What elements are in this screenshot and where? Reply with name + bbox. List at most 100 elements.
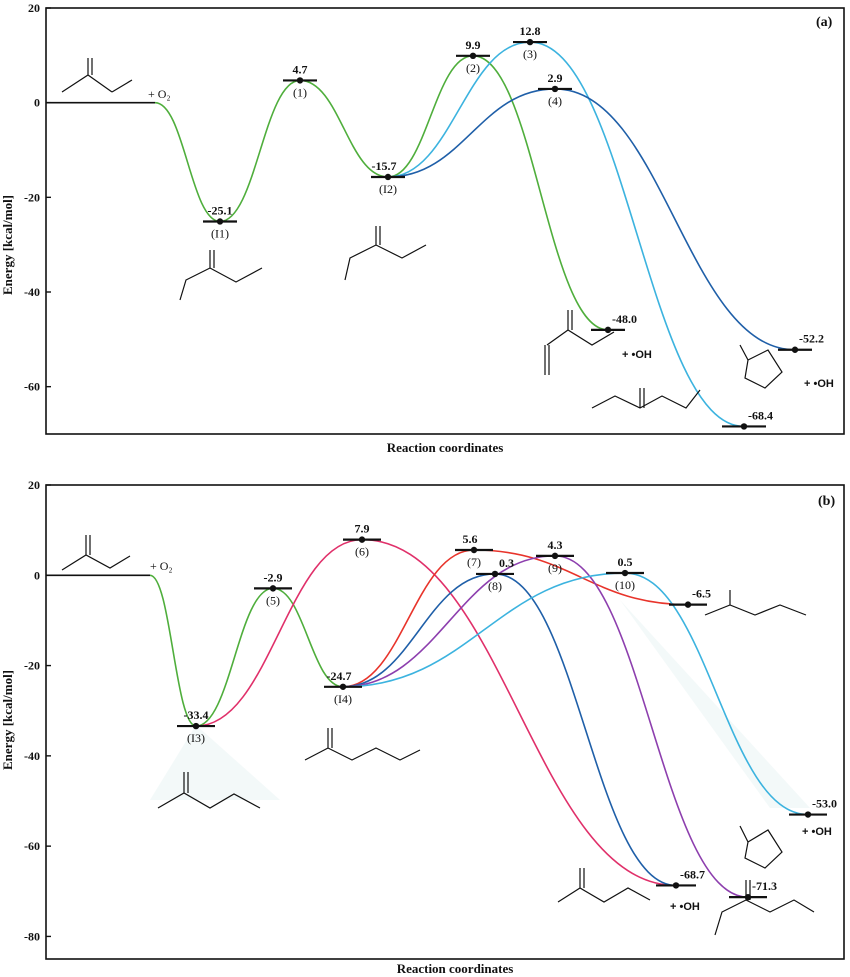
species-point (384, 173, 392, 181)
energy-value-label: -24.7 (327, 669, 352, 683)
species-id-label: (5) (266, 593, 280, 607)
panel-a-label: (a) (816, 15, 833, 30)
species-point (339, 683, 347, 690)
molecule-icon (61, 58, 133, 93)
y-tick-label: 0 (34, 568, 40, 582)
panel-a-frame (45, 7, 845, 435)
molecule-icon (157, 772, 261, 809)
species-id-label: (2) (466, 61, 480, 75)
panel-b-frame (45, 484, 845, 960)
species-id-label: (1) (293, 85, 307, 99)
species-point (604, 326, 612, 334)
product-oh-label: + •OH (802, 826, 832, 838)
species-point (551, 552, 559, 560)
energy-value-label: 0.3 (499, 556, 514, 570)
species-point (791, 346, 799, 353)
species-id-label: (4) (548, 94, 562, 108)
species-id-label: (3) (523, 47, 537, 61)
molecule-icon (61, 535, 131, 571)
energy-value-label: -53.0 (812, 797, 837, 811)
species-point (358, 536, 366, 543)
panel-b-species: -33.4 (I3) -2.9 (5) 7.9 (6) -24.7 (I4) 5.6 (7) 0.3… (177, 522, 837, 901)
product-oh-label: + •OH (670, 901, 700, 913)
molecule-icon (591, 388, 701, 409)
reaction-path-line (195, 538, 677, 887)
panel-b-shading (150, 725, 280, 800)
panel-b-y-axis-label: Energy [kcal/mol] (0, 670, 15, 770)
reaction-path-line (342, 555, 749, 898)
energy-value-label: -68.7 (680, 867, 705, 881)
species-point (804, 811, 812, 818)
species-id-label: (6) (355, 545, 369, 559)
energy-value-label: -71.3 (752, 879, 777, 893)
molecule-icon (739, 825, 783, 869)
energy-value-label: 0.5 (618, 555, 633, 569)
panel-b-reactant-o2-label: + O₂ (150, 559, 173, 573)
species-id-label: (I4) (334, 692, 352, 706)
species-point (470, 546, 478, 554)
energy-value-label: 7.9 (355, 522, 370, 536)
energy-value-label: -25.1 (208, 203, 233, 217)
molecule-icon (714, 880, 815, 936)
molecule-icon (544, 310, 615, 375)
y-tick-label: 20 (28, 1, 40, 15)
panel-a-y-axis: 20 0 -20 -40 -60 (24, 1, 51, 394)
reaction-path-line (342, 573, 677, 887)
y-tick-label: -20 (24, 190, 40, 204)
energy-value-label: -48.0 (612, 312, 637, 326)
species-id-label: (10) (615, 578, 635, 592)
y-tick-label: -80 (24, 929, 40, 943)
y-tick-label: 20 (28, 478, 40, 492)
energy-value-label: -15.7 (372, 159, 397, 173)
energy-value-label: 9.9 (466, 38, 481, 52)
y-tick-label: 0 (34, 96, 40, 110)
panel-a-y-axis-label: Energy [kcal/mol] (0, 195, 15, 295)
species-id-label: (I2) (379, 182, 397, 196)
energy-value-label: 5.6 (463, 532, 478, 546)
product-oh-label: + •OH (804, 378, 834, 390)
molecule-icon (304, 728, 421, 761)
panel-a-species: -25.1 (I1) 4.7 (1) -15.7 (I2) 9.9 (2) 12.8 (3) 2.9… (203, 24, 824, 430)
species-point (740, 423, 748, 430)
reaction-path-line (387, 55, 609, 331)
species-id-label: (9) (548, 561, 562, 575)
energy-value-label: -6.5 (692, 587, 711, 601)
energy-value-label: -2.9 (264, 570, 283, 584)
species-point (296, 77, 304, 84)
species-id-label: (7) (467, 555, 481, 569)
species-point (269, 585, 277, 592)
panel-a: 20 0 -20 -40 -60 (a) Reaction coordinates En… (0, 1, 845, 455)
species-point (621, 569, 629, 577)
species-point (469, 52, 477, 60)
molecule-icon (739, 344, 783, 389)
species-id-label: (I1) (211, 226, 229, 240)
energy-value-label: 4.7 (293, 62, 308, 76)
energy-value-label: 12.8 (520, 24, 541, 38)
y-tick-label: -60 (24, 839, 40, 853)
species-point (672, 882, 680, 889)
panel-b-label: (b) (818, 494, 835, 509)
panel-b-x-axis-label: Reaction coordinates (397, 961, 514, 976)
species-point (684, 601, 692, 608)
reaction-path-line (387, 88, 796, 351)
species-point (216, 218, 224, 225)
molecule-icon (179, 250, 263, 301)
reaction-path-line (154, 79, 389, 223)
species-point (491, 570, 499, 578)
panel-a-reactant-o2-label: + O₂ (148, 87, 171, 101)
species-point (192, 722, 200, 730)
molecule-icon (704, 590, 807, 616)
y-tick-label: -40 (24, 285, 40, 299)
product-oh-label: + •OH (622, 349, 652, 361)
molecule-icon (557, 868, 651, 903)
reaction-path-line (387, 41, 745, 428)
species-id-label: (I3) (187, 731, 205, 745)
panel-b-y-axis: 20 0 -20 -40 -60 -80 (24, 478, 51, 943)
panel-a-paths (46, 41, 796, 428)
panel-b: 20 0 -20 -40 -60 -80 (b) Reaction coordinates… (0, 478, 845, 976)
y-tick-label: -60 (24, 380, 40, 394)
y-tick-label: -20 (24, 659, 40, 673)
y-tick-label: -40 (24, 749, 40, 763)
reaction-path-line (149, 574, 344, 727)
